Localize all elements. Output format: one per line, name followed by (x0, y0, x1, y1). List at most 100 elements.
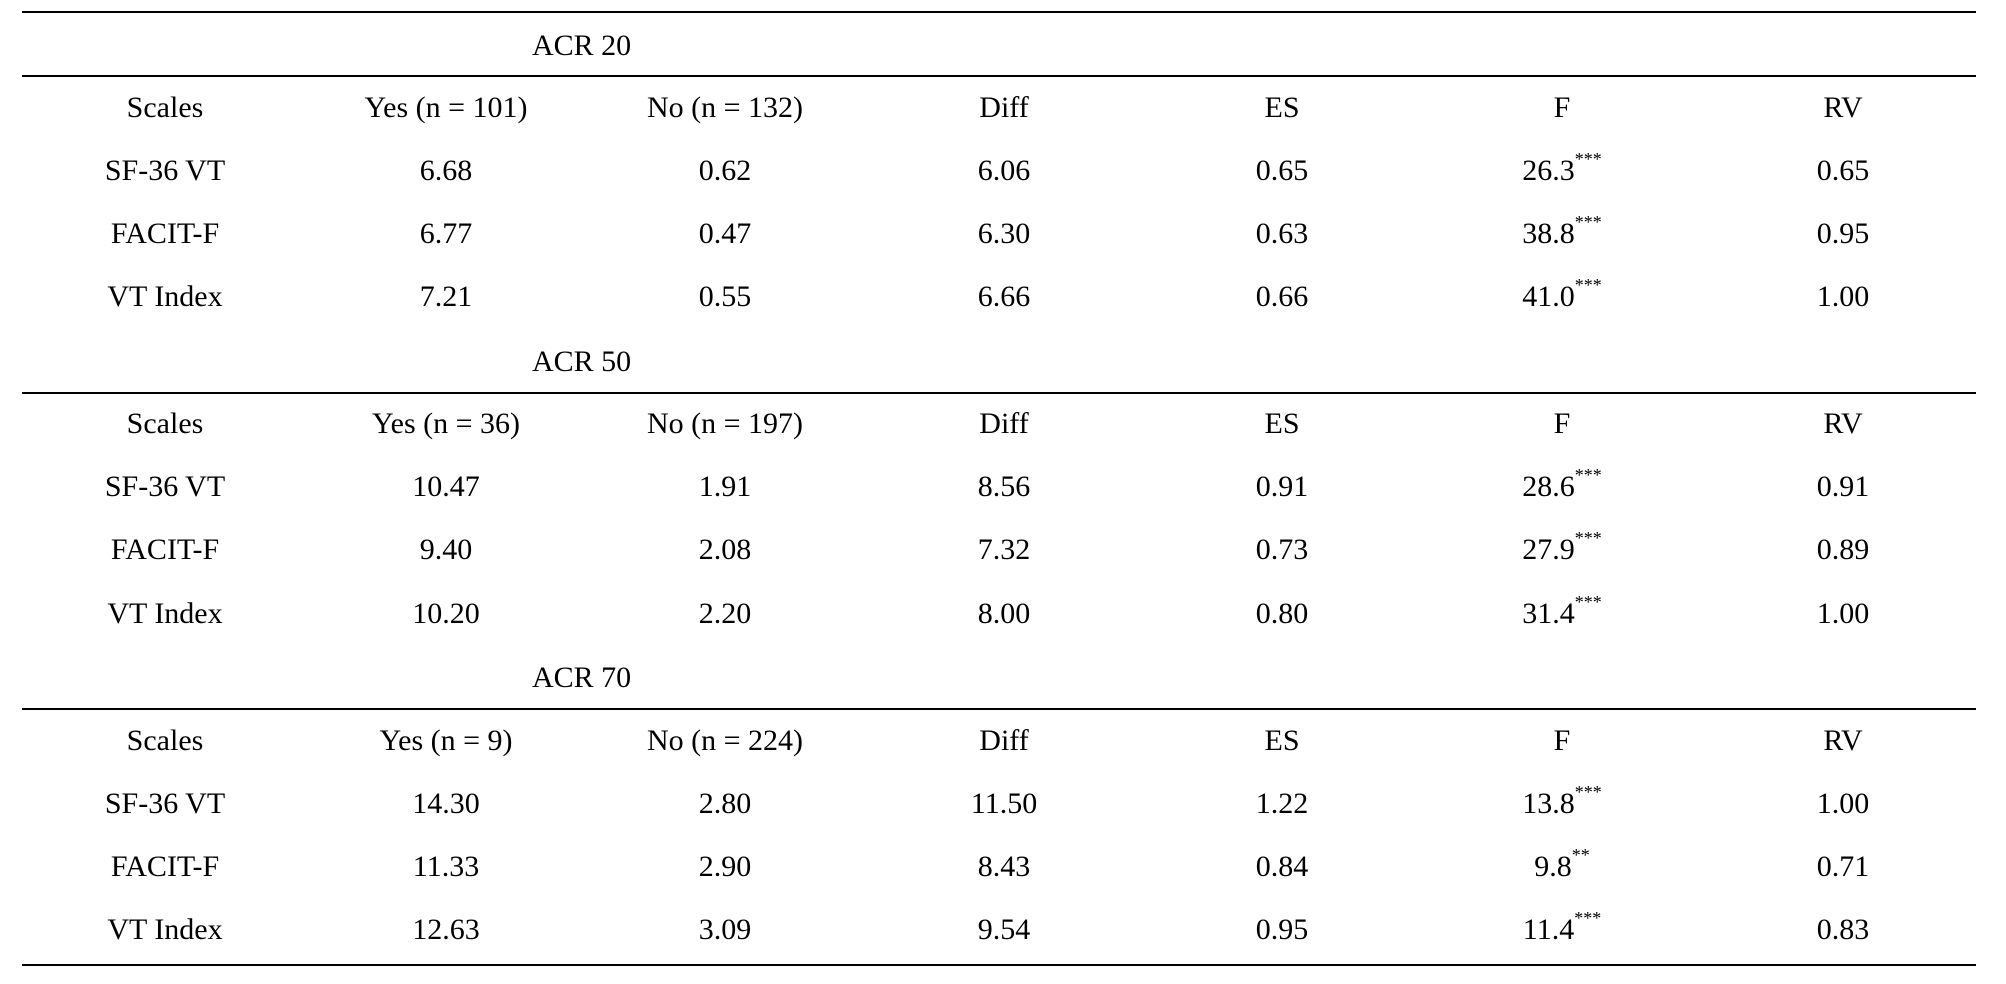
header-scales: Scales (126, 91, 204, 124)
cell-diff: 9.54 (977, 913, 1031, 946)
f-value: 38.8 (1522, 217, 1575, 250)
cell-diff: 6.06 (977, 154, 1031, 187)
section-title-acr50: ACR 50 (532, 345, 632, 378)
cell-es: 0.91 (1255, 470, 1309, 503)
cell-f: 27.9*** (1522, 528, 1602, 570)
significance-mark: *** (1574, 592, 1602, 612)
cell-no: 2.08 (698, 533, 752, 566)
cell-rv: 1.00 (1816, 280, 1870, 313)
cell-es: 0.73 (1255, 533, 1309, 566)
cell-f: 31.4*** (1522, 592, 1602, 634)
header-no: No (n = 224) (646, 724, 804, 757)
cell-es: 0.65 (1255, 154, 1309, 187)
cell-rv: 0.91 (1816, 470, 1870, 503)
cell-f: 13.8*** (1522, 782, 1602, 824)
cell-f: 41.0*** (1522, 275, 1602, 317)
cell-f: 9.8** (1534, 845, 1590, 887)
cell-scale: SF-36 VT (104, 154, 226, 187)
header-row: Scales Yes (n = 9) No (n = 224) Diff ES … (0, 721, 2006, 761)
cell-f: 26.3*** (1522, 150, 1602, 191)
table-row: VT Index 12.63 3.09 9.54 0.95 11.4*** 0.… (0, 908, 2006, 950)
table-row: SF-36 VT 10.47 1.91 8.56 0.91 28.6*** 0.… (0, 465, 2006, 507)
cell-es: 1.22 (1255, 787, 1309, 820)
cell-es: 0.84 (1255, 850, 1309, 883)
header-f: F (1553, 91, 1571, 124)
cell-rv: 0.95 (1816, 217, 1870, 250)
cell-rv: 1.00 (1816, 787, 1870, 820)
table-row: VT Index 10.20 2.20 8.00 0.80 31.4*** 1.… (0, 592, 2006, 634)
significance-mark: *** (1574, 212, 1602, 232)
cell-diff: 8.56 (977, 470, 1031, 503)
cell-no: 3.09 (698, 913, 752, 946)
header-scales: Scales (126, 407, 204, 440)
header-es: ES (1264, 724, 1300, 757)
cell-rv: 1.00 (1816, 597, 1870, 630)
header-rv: RV (1823, 724, 1863, 757)
header-scales: Scales (126, 724, 204, 757)
cell-yes: 11.33 (412, 850, 480, 883)
cell-scale: VT Index (107, 913, 223, 946)
cell-scale: SF-36 VT (104, 787, 226, 820)
cell-scale: FACIT-F (110, 533, 220, 566)
significance-mark: *** (1574, 465, 1602, 485)
cell-yes: 6.77 (419, 217, 473, 250)
cell-yes: 14.30 (412, 787, 480, 820)
cell-scale: VT Index (107, 280, 223, 313)
header-diff: Diff (979, 724, 1029, 757)
cell-diff: 6.30 (977, 217, 1031, 250)
top-rule (22, 11, 1976, 13)
cell-es: 0.80 (1255, 597, 1309, 630)
cell-diff: 11.50 (970, 787, 1038, 820)
cell-no: 2.90 (698, 850, 752, 883)
cell-scale: SF-36 VT (104, 470, 226, 503)
cell-no: 1.91 (698, 470, 752, 503)
header-no: No (n = 132) (646, 91, 804, 124)
significance-mark: *** (1574, 908, 1602, 928)
cell-f: 38.8*** (1522, 212, 1602, 254)
table-row: SF-36 VT 6.68 0.62 6.06 0.65 26.3*** 0.6… (0, 150, 2006, 191)
cell-diff: 7.32 (977, 533, 1031, 566)
table-row: VT Index 7.21 0.55 6.66 0.66 41.0*** 1.0… (0, 275, 2006, 317)
f-value: 31.4 (1522, 597, 1575, 630)
f-value: 13.8 (1522, 787, 1575, 820)
f-value: 9.8 (1534, 850, 1572, 883)
header-es: ES (1264, 91, 1300, 124)
cell-scale: FACIT-F (110, 217, 220, 250)
cell-scale: VT Index (107, 597, 223, 630)
header-es: ES (1264, 407, 1300, 440)
cell-yes: 10.20 (412, 597, 480, 630)
header-diff: Diff (979, 407, 1029, 440)
header-yes: Yes (n = 101) (364, 91, 528, 124)
cell-f: 28.6*** (1522, 465, 1602, 507)
header-row: Scales Yes (n = 36) No (n = 197) Diff ES… (0, 404, 2006, 444)
cell-scale: FACIT-F (110, 850, 220, 883)
f-value: 28.6 (1522, 470, 1575, 503)
f-value: 41.0 (1522, 280, 1575, 313)
f-value: 26.3 (1522, 154, 1575, 187)
cell-yes: 10.47 (412, 470, 480, 503)
bottom-rule (22, 964, 1976, 966)
cell-diff: 8.00 (977, 597, 1031, 630)
header-f: F (1553, 724, 1571, 757)
significance-mark: *** (1574, 528, 1602, 548)
significance-mark: *** (1574, 275, 1602, 295)
cell-no: 2.20 (698, 597, 752, 630)
header-rv: RV (1823, 407, 1863, 440)
section-title-acr70: ACR 70 (532, 661, 632, 694)
significance-mark: ** (1571, 845, 1590, 865)
header-yes: Yes (n = 36) (371, 407, 521, 440)
cell-es: 0.66 (1255, 280, 1309, 313)
table-row: FACIT-F 6.77 0.47 6.30 0.63 38.8*** 0.95 (0, 212, 2006, 254)
cell-no: 0.55 (698, 280, 752, 313)
section-rule-acr70 (22, 708, 1976, 710)
cell-es: 0.95 (1255, 913, 1309, 946)
header-f: F (1553, 407, 1571, 440)
section-rule-acr50 (22, 392, 1976, 394)
header-no: No (n = 197) (646, 407, 804, 440)
table-row: FACIT-F 9.40 2.08 7.32 0.73 27.9*** 0.89 (0, 528, 2006, 570)
cell-diff: 6.66 (977, 280, 1031, 313)
cell-no: 0.62 (698, 154, 752, 187)
cell-no: 0.47 (698, 217, 752, 250)
cell-rv: 0.71 (1816, 850, 1870, 883)
significance-mark: *** (1574, 782, 1602, 802)
